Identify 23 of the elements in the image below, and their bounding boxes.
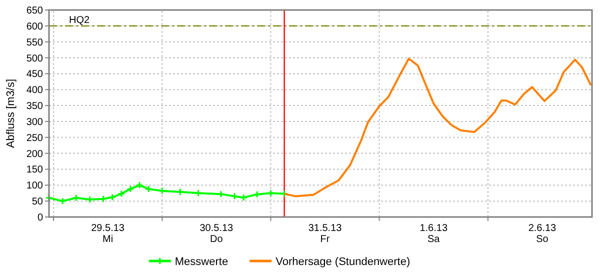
y-axis-title: Abfluss [m3/s] — [5, 78, 17, 148]
y-tick-label: 450 — [26, 69, 44, 80]
y-tick-label: 100 — [26, 180, 44, 192]
x-tick-label: 30.5.13 Do — [200, 223, 234, 245]
y-tick-label: 350 — [26, 101, 44, 112]
y-tick-label: 400 — [26, 85, 44, 96]
ref-line-label: HQ2 — [69, 14, 90, 26]
y-tick-label: 550 — [26, 37, 44, 48]
y-tick-label: 50 — [32, 196, 44, 208]
y-tick-label: 600 — [26, 21, 44, 32]
y-tick-label: 200 — [26, 148, 44, 160]
y-tick-label: 650 — [26, 6, 44, 16]
x-tick-label: 1.6.13 Sa — [420, 223, 448, 245]
legend-label: Vorhersage (Stundenwerte) — [276, 256, 410, 268]
y-tick-label: 500 — [26, 53, 44, 64]
x-tick-label: 2.6.13 So — [528, 223, 557, 245]
y-tick-label: 250 — [26, 132, 44, 144]
y-tick-label: 0 — [37, 212, 44, 224]
x-tick-label: 29.5.13 Mi — [91, 223, 125, 245]
y-tick-label: 150 — [26, 164, 44, 176]
x-tick-label: 31.5.13 Fr — [308, 223, 342, 245]
legend-label: Messwerte — [174, 256, 228, 268]
y-tick-label: 300 — [26, 116, 44, 128]
